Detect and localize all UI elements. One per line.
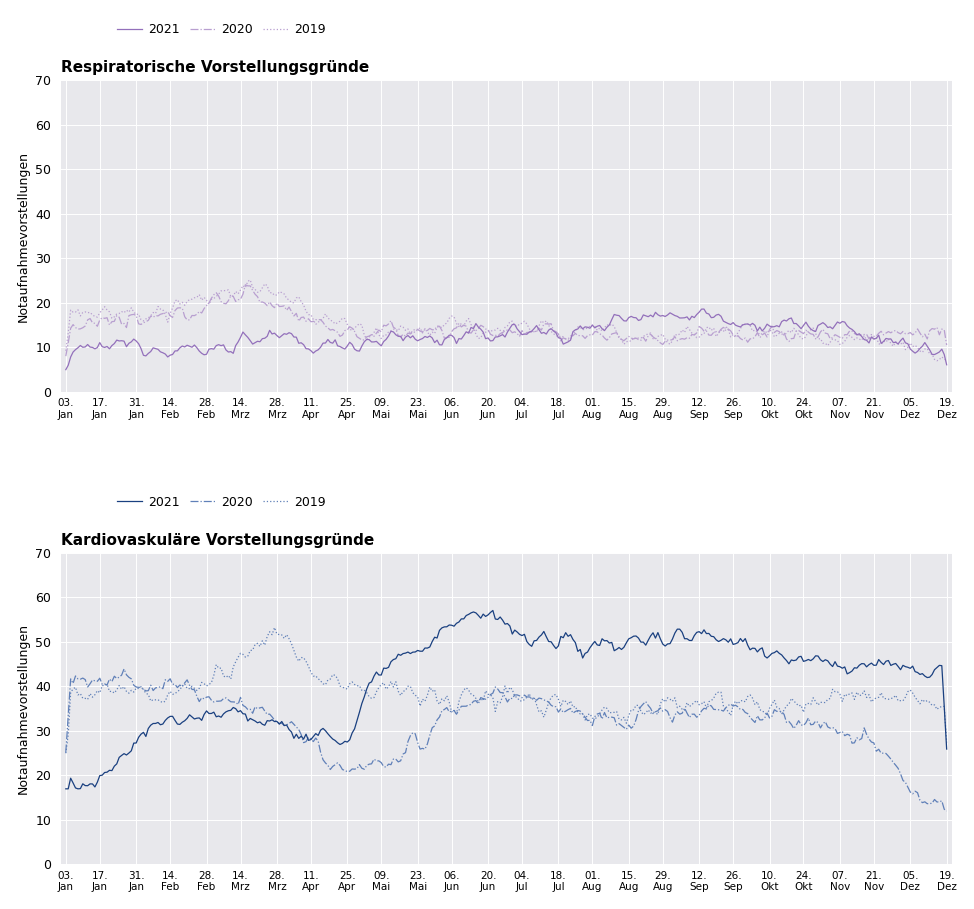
2019	[285, 638, 297, 649]
Y-axis label: Notaufnahmevorstellungen: Notaufnahmevorstellungen	[17, 624, 29, 794]
2020	[176, 303, 188, 314]
Line: 2021: 2021	[66, 309, 947, 370]
2021	[60, 784, 72, 794]
2019	[94, 687, 105, 698]
2020	[179, 677, 191, 688]
2020	[65, 674, 77, 684]
Line: 2019: 2019	[66, 280, 947, 361]
2020	[285, 716, 297, 727]
2019	[285, 297, 297, 308]
2019	[60, 345, 72, 356]
2020	[94, 315, 105, 325]
2020	[681, 332, 693, 343]
Line: 2020: 2020	[66, 669, 947, 811]
2020	[941, 340, 953, 351]
2020	[118, 664, 130, 674]
2020	[681, 707, 693, 718]
2019	[941, 355, 953, 366]
2020	[94, 673, 105, 684]
2019	[244, 275, 256, 285]
Text: Respiratorische Vorstellungsgründe: Respiratorische Vorstellungsgründe	[61, 60, 369, 75]
Y-axis label: Notaufnahmevorstellungen: Notaufnahmevorstellungen	[17, 151, 29, 322]
Line: 2020: 2020	[66, 285, 947, 356]
2021	[65, 352, 77, 363]
2021	[94, 337, 105, 348]
2021	[941, 359, 953, 370]
2021	[72, 784, 84, 794]
2021	[72, 343, 84, 354]
Legend: 2021, 2020, 2019: 2021, 2020, 2019	[112, 18, 330, 41]
2019	[65, 687, 77, 698]
2020	[72, 674, 84, 684]
2021	[176, 717, 188, 728]
2021	[176, 341, 188, 352]
2021	[679, 313, 691, 324]
2020	[65, 323, 77, 334]
2019	[72, 305, 84, 315]
2021	[65, 773, 77, 784]
2020	[240, 279, 251, 290]
2021	[283, 327, 295, 338]
2021	[94, 770, 105, 781]
2020	[60, 747, 72, 758]
2019	[60, 748, 72, 759]
2021	[283, 724, 295, 735]
2019	[269, 622, 281, 633]
2019	[176, 681, 188, 692]
2019	[65, 305, 77, 315]
2021	[681, 634, 693, 644]
2019	[176, 297, 188, 308]
2020	[60, 351, 72, 362]
2019	[931, 355, 943, 366]
Line: 2021: 2021	[66, 611, 947, 789]
2021	[487, 605, 499, 616]
2021	[941, 744, 953, 754]
2020	[72, 324, 84, 335]
2020	[285, 306, 297, 317]
2019	[681, 321, 693, 332]
2019	[941, 737, 953, 748]
2020	[941, 805, 953, 816]
2021	[60, 365, 72, 375]
Line: 2019: 2019	[66, 627, 947, 754]
Text: Kardiovaskuläre Vorstellungsgründe: Kardiovaskuläre Vorstellungsgründe	[61, 533, 374, 547]
2019	[681, 697, 693, 708]
2019	[72, 689, 84, 700]
Legend: 2021, 2020, 2019: 2021, 2020, 2019	[112, 491, 330, 514]
2019	[94, 307, 105, 318]
2021	[698, 304, 710, 315]
